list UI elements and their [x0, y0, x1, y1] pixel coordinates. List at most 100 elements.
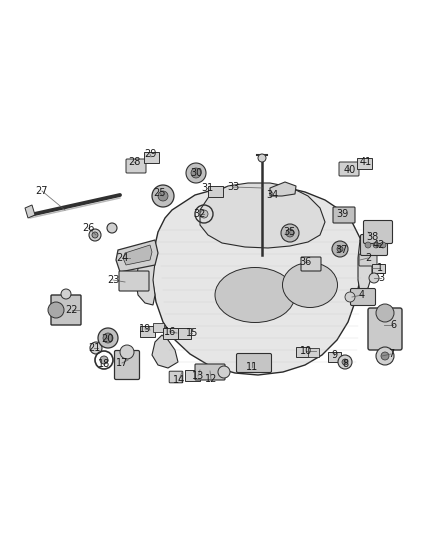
Circle shape: [191, 168, 201, 178]
Text: 4: 4: [359, 290, 365, 300]
Text: 24: 24: [116, 253, 128, 263]
FancyBboxPatch shape: [359, 254, 377, 266]
FancyBboxPatch shape: [333, 207, 355, 223]
Text: 15: 15: [186, 328, 198, 338]
Text: 13: 13: [192, 371, 204, 381]
Polygon shape: [270, 182, 296, 196]
Text: 9: 9: [331, 350, 337, 360]
FancyBboxPatch shape: [350, 288, 375, 305]
Circle shape: [342, 359, 348, 365]
FancyBboxPatch shape: [301, 257, 321, 271]
Circle shape: [120, 345, 134, 359]
Circle shape: [286, 229, 294, 237]
Polygon shape: [200, 183, 325, 248]
FancyBboxPatch shape: [139, 326, 155, 336]
Circle shape: [158, 191, 168, 201]
Circle shape: [48, 302, 64, 318]
Circle shape: [376, 304, 394, 322]
Text: 6: 6: [390, 320, 396, 330]
Text: 14: 14: [173, 375, 185, 385]
Circle shape: [365, 242, 371, 248]
Text: 19: 19: [139, 324, 151, 334]
FancyBboxPatch shape: [371, 263, 385, 272]
FancyBboxPatch shape: [184, 369, 199, 381]
Text: 3: 3: [378, 273, 384, 283]
Text: 8: 8: [342, 359, 348, 369]
Text: 33: 33: [227, 182, 239, 192]
Text: 23: 23: [107, 275, 119, 285]
FancyBboxPatch shape: [307, 348, 318, 357]
Text: 38: 38: [366, 232, 378, 242]
Circle shape: [281, 224, 299, 242]
Circle shape: [345, 292, 355, 302]
Circle shape: [381, 352, 389, 360]
FancyBboxPatch shape: [126, 159, 146, 173]
Text: 32: 32: [193, 209, 205, 219]
Text: 39: 39: [336, 209, 348, 219]
Circle shape: [258, 154, 266, 162]
Circle shape: [380, 242, 386, 248]
Text: 11: 11: [246, 362, 258, 372]
FancyBboxPatch shape: [51, 295, 81, 325]
Text: 17: 17: [116, 358, 128, 368]
Circle shape: [90, 342, 102, 354]
Circle shape: [369, 273, 379, 283]
Text: 22: 22: [66, 305, 78, 315]
Circle shape: [200, 210, 208, 218]
Circle shape: [61, 289, 71, 299]
Circle shape: [373, 242, 379, 248]
Circle shape: [92, 232, 98, 238]
Circle shape: [100, 356, 108, 364]
Text: 40: 40: [344, 165, 356, 175]
Polygon shape: [358, 240, 372, 292]
Circle shape: [107, 223, 117, 233]
Polygon shape: [136, 258, 155, 305]
Polygon shape: [152, 185, 362, 375]
Text: 29: 29: [144, 149, 156, 159]
FancyBboxPatch shape: [364, 221, 392, 244]
Text: 18: 18: [98, 359, 110, 369]
Circle shape: [152, 185, 174, 207]
Text: 35: 35: [283, 227, 295, 237]
Text: 10: 10: [300, 346, 312, 356]
Text: 34: 34: [266, 190, 278, 200]
Circle shape: [89, 229, 101, 241]
FancyBboxPatch shape: [328, 351, 340, 361]
Text: 7: 7: [388, 349, 394, 359]
Text: 21: 21: [88, 343, 100, 353]
Text: 12: 12: [205, 374, 217, 384]
Circle shape: [376, 347, 394, 365]
Circle shape: [338, 355, 352, 369]
FancyBboxPatch shape: [176, 327, 191, 338]
Text: 27: 27: [36, 186, 48, 196]
Text: 28: 28: [128, 157, 140, 167]
Text: 16: 16: [164, 327, 176, 337]
Circle shape: [98, 328, 118, 348]
Text: 30: 30: [190, 168, 202, 178]
FancyBboxPatch shape: [144, 151, 159, 163]
FancyBboxPatch shape: [162, 327, 177, 338]
FancyBboxPatch shape: [339, 162, 359, 176]
Circle shape: [103, 333, 113, 343]
FancyBboxPatch shape: [360, 235, 388, 255]
Text: 20: 20: [101, 334, 113, 344]
Text: 36: 36: [299, 257, 311, 267]
FancyBboxPatch shape: [195, 364, 225, 380]
FancyBboxPatch shape: [114, 351, 139, 379]
Polygon shape: [152, 335, 178, 368]
Text: 31: 31: [201, 183, 213, 193]
Text: 25: 25: [154, 188, 166, 198]
Text: 1: 1: [377, 263, 383, 273]
Polygon shape: [123, 245, 152, 265]
Text: 26: 26: [82, 223, 94, 233]
Text: 42: 42: [373, 240, 385, 250]
FancyBboxPatch shape: [357, 157, 371, 168]
Ellipse shape: [283, 262, 338, 308]
Polygon shape: [25, 205, 35, 218]
FancyBboxPatch shape: [237, 353, 272, 373]
Circle shape: [332, 241, 348, 257]
Circle shape: [186, 163, 206, 183]
Text: 41: 41: [360, 157, 372, 167]
Text: 2: 2: [365, 253, 371, 263]
Circle shape: [337, 246, 343, 252]
